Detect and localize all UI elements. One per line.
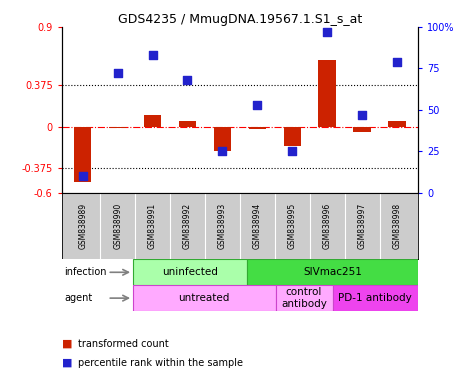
Bar (353, 126, 371, 132)
Bar (74, 126, 91, 182)
Text: GSM838997: GSM838997 (358, 203, 367, 249)
Text: untreated: untreated (179, 293, 230, 303)
Text: GSM838991: GSM838991 (148, 203, 157, 249)
Text: GSM838998: GSM838998 (392, 203, 401, 249)
Bar (389, 121, 406, 126)
Text: transformed count: transformed count (78, 339, 169, 349)
Point (79, 173, 86, 179)
Text: GSM838989: GSM838989 (78, 203, 87, 249)
Bar (144, 116, 162, 126)
Point (184, 77, 191, 83)
Text: percentile rank within the sample: percentile rank within the sample (78, 358, 243, 368)
Bar (284, 126, 301, 146)
Point (114, 70, 122, 76)
Text: GSM838995: GSM838995 (288, 203, 297, 249)
Bar (247, 259, 418, 285)
Title: GDS4235 / MmugDNA.19567.1.S1_s_at: GDS4235 / MmugDNA.19567.1.S1_s_at (118, 13, 362, 26)
Bar (214, 126, 231, 151)
Bar (133, 285, 276, 311)
Text: GSM838993: GSM838993 (218, 203, 227, 249)
Bar (318, 60, 336, 126)
Text: infection: infection (65, 267, 107, 277)
Text: GSM838994: GSM838994 (253, 203, 262, 249)
Bar (332, 285, 418, 311)
Text: GSM838990: GSM838990 (113, 203, 122, 249)
Text: agent: agent (65, 293, 93, 303)
Bar (248, 126, 266, 129)
Bar (109, 126, 126, 127)
Point (149, 52, 156, 58)
Text: ■: ■ (62, 339, 72, 349)
Point (393, 59, 401, 65)
Text: GSM838992: GSM838992 (183, 203, 192, 249)
Bar (179, 121, 196, 126)
Point (218, 148, 226, 154)
Text: GSM838996: GSM838996 (323, 203, 332, 249)
Point (323, 29, 331, 35)
Point (288, 148, 296, 154)
Text: ■: ■ (62, 358, 72, 368)
Text: uninfected: uninfected (162, 267, 218, 277)
Bar (276, 285, 332, 311)
Text: SIVmac251: SIVmac251 (303, 267, 362, 277)
Bar (133, 259, 247, 285)
Point (358, 112, 366, 118)
Text: control
antibody: control antibody (281, 287, 327, 309)
Point (254, 102, 261, 108)
Text: PD-1 antibody: PD-1 antibody (338, 293, 412, 303)
